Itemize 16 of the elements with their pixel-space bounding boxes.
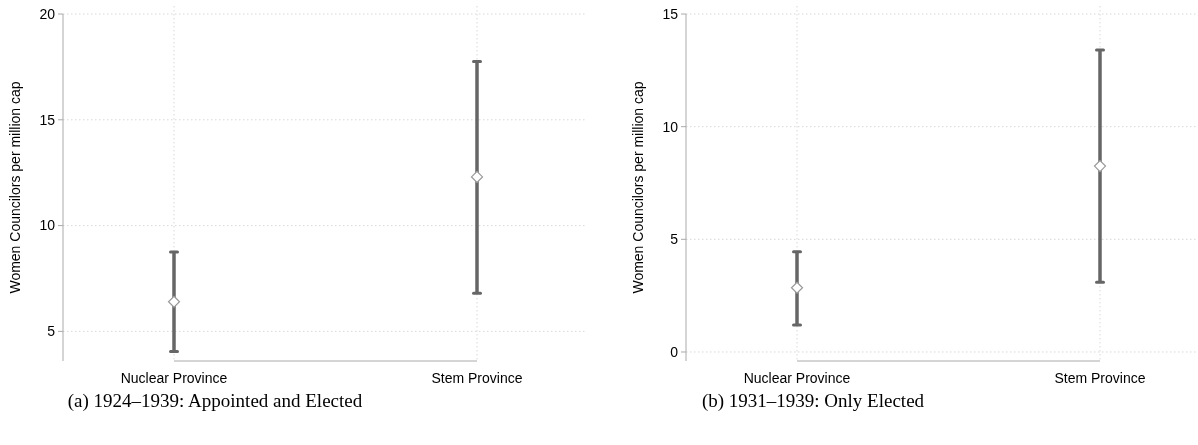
y-tick-label: 20 [39, 5, 56, 22]
x-tick-label: Nuclear Province [743, 369, 851, 386]
x-tick-label: Stem Province [1054, 369, 1146, 386]
y-tick-label: 10 [662, 118, 679, 135]
y-tick-label: 15 [39, 111, 56, 128]
text: (a) 1924–1939: Appointed and Elected [67, 390, 363, 412]
y-tick-label: 5 [47, 323, 56, 340]
y-tick-label: 0 [670, 343, 679, 360]
x-tick-label: Nuclear Province [120, 369, 228, 386]
text: (b) 1931–1939: Only Elected [701, 390, 925, 412]
x-tick-label: Stem Province [431, 369, 523, 386]
y-axis-title: Women Councilors per million cap [630, 81, 646, 294]
y-tick-label: 5 [670, 231, 679, 248]
y-tick-label: 15 [662, 5, 679, 22]
y-axis-title: Women Councilors per million cap [7, 81, 23, 294]
y-tick-label: 10 [39, 217, 56, 234]
